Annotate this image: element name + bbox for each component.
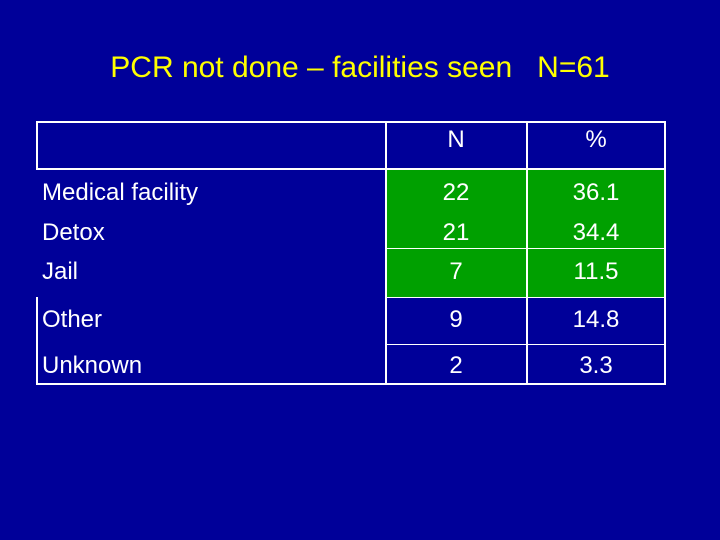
cell-n: 2 <box>449 352 463 379</box>
table-header-divider <box>36 168 666 170</box>
row-label: Jail <box>42 258 79 285</box>
cell-percent: 11.5 <box>573 258 619 285</box>
column-header-percent: % <box>585 126 607 153</box>
cell-percent: 36.1 <box>572 179 620 206</box>
cell-n: 9 <box>449 306 463 333</box>
column-header-n: N <box>447 126 465 153</box>
table-column-divider <box>385 121 387 385</box>
cell-n: 22 <box>442 179 470 206</box>
row-label: Other <box>42 306 103 333</box>
cell-percent: 14.8 <box>572 306 620 333</box>
row-label: Detox <box>42 219 105 246</box>
table-border-bottom <box>36 383 666 385</box>
table-column-divider <box>526 121 528 385</box>
table-border-left <box>36 121 38 170</box>
row-label: Medical facility <box>42 179 199 206</box>
cell-percent: 3.3 <box>579 352 613 379</box>
slide-title: PCR not done – facilities seen N=61 <box>110 51 610 84</box>
row-label: Unknown <box>42 352 143 379</box>
table-border-left <box>36 297 38 385</box>
table-border-right <box>664 121 666 385</box>
table-border-top <box>36 121 666 123</box>
cell-n: 21 <box>442 219 470 246</box>
cell-n: 7 <box>449 258 463 285</box>
highlight-block <box>386 169 664 297</box>
data-table: N % Medical facility Detox Jail Other Un… <box>36 121 666 385</box>
cell-percent: 34.4 <box>572 219 620 246</box>
